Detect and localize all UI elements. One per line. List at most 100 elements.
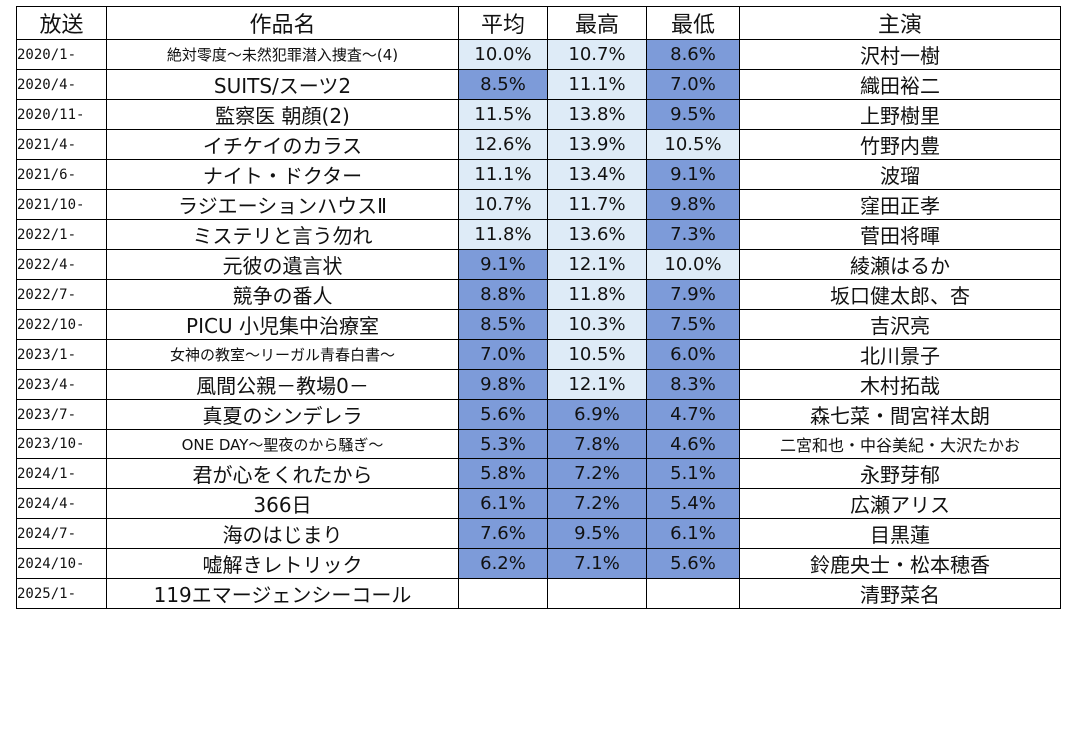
broadcast-date-cell: 2024/4- [16,488,107,519]
lead-actor-cell: 清野菜名 [739,578,1061,609]
min-rating-cell: 4.6% [646,429,740,459]
max-rating-cell: 7.8% [547,429,647,459]
min-rating-cell: 6.0% [646,339,740,370]
average-rating-cell: 10.7% [458,189,548,220]
table-row: 2021/6- ナイト・ドクター 11.1% 13.4% 9.1% 波瑠 [16,159,1061,190]
average-rating-cell [458,578,548,609]
lead-actor-cell: 菅田将暉 [739,219,1061,250]
lead-actor-cell: 窪田正孝 [739,189,1061,220]
lead-actor-cell: 坂口健太郎、杏 [739,279,1061,310]
lead-actor-cell: 波瑠 [739,159,1061,190]
broadcast-date-cell: 2022/7- [16,279,107,310]
table-row: 2020/4- SUITS/スーツ2 8.5% 11.1% 7.0% 織田裕二 [16,69,1061,100]
max-rating-cell: 13.9% [547,129,647,160]
ratings-table: 放送 作品名 平均 最高 最低 主演 2020/1- 絶対零度～未然犯罪潜入捜査～… [16,6,1061,609]
max-rating-cell: 10.3% [547,309,647,340]
title-cell: 真夏のシンデレラ [106,399,459,430]
min-rating-cell: 10.0% [646,249,740,280]
average-rating-cell: 11.1% [458,159,548,190]
title-cell: 119エマージェンシーコール [106,578,459,609]
average-rating-cell: 6.1% [458,488,548,519]
broadcast-date-cell: 2023/4- [16,369,107,400]
broadcast-date-cell: 2020/1- [16,39,107,70]
min-rating-cell: 8.3% [646,369,740,400]
average-rating-cell: 8.8% [458,279,548,310]
broadcast-date-cell: 2024/7- [16,518,107,549]
max-rating-cell: 13.8% [547,99,647,130]
title-cell: 海のはじまり [106,518,459,549]
lead-actor-cell: 吉沢亮 [739,309,1061,340]
lead-actor-cell: 織田裕二 [739,69,1061,100]
min-rating-cell: 5.1% [646,458,740,489]
table-row: 2024/1- 君が心をくれたから 5.8% 7.2% 5.1% 永野芽郁 [16,458,1061,489]
table-row: 2024/7- 海のはじまり 7.6% 9.5% 6.1% 目黒蓮 [16,518,1061,549]
lead-actor-cell: 綾瀬はるか [739,249,1061,280]
broadcast-date-cell: 2023/10- [16,429,107,459]
max-rating-cell: 11.1% [547,69,647,100]
header-broadcast: 放送 [16,6,107,40]
table-row: 2023/1- 女神の教室～リーガル青春白書～ 7.0% 10.5% 6.0% 北川景子 [16,339,1061,370]
max-rating-cell: 7.1% [547,548,647,579]
broadcast-date-cell: 2021/4- [16,129,107,160]
title-cell: 嘘解きレトリック [106,548,459,579]
title-cell: ラジエーションハウスⅡ [106,189,459,220]
broadcast-date-cell: 2021/10- [16,189,107,220]
header-title: 作品名 [106,6,459,40]
table-row: 2020/1- 絶対零度～未然犯罪潜入捜査～(4) 10.0% 10.7% 8.6% 沢村… [16,39,1061,70]
max-rating-cell: 13.6% [547,219,647,250]
lead-actor-cell: 沢村一樹 [739,39,1061,70]
max-rating-cell: 12.1% [547,369,647,400]
min-rating-cell: 7.3% [646,219,740,250]
average-rating-cell: 12.6% [458,129,548,160]
broadcast-date-cell: 2024/10- [16,548,107,579]
table-row: 2023/4- 風間公親－教場0－ 9.8% 12.1% 8.3% 木村拓哉 [16,369,1061,400]
table-row: 2023/7- 真夏のシンデレラ 5.6% 6.9% 4.7% 森七菜・間宮祥太朗 [16,399,1061,430]
title-cell: 君が心をくれたから [106,458,459,489]
table-row: 2020/11- 監察医 朝顔(2) 11.5% 13.8% 9.5% 上野樹里 [16,99,1061,130]
average-rating-cell: 5.8% [458,458,548,489]
max-rating-cell: 12.1% [547,249,647,280]
min-rating-cell: 8.6% [646,39,740,70]
table-body: 2020/1- 絶対零度～未然犯罪潜入捜査～(4) 10.0% 10.7% 8.6% 沢村… [16,39,1061,609]
lead-actor-cell: 上野樹里 [739,99,1061,130]
lead-actor-cell: 北川景子 [739,339,1061,370]
min-rating-cell: 5.6% [646,548,740,579]
max-rating-cell [547,578,647,609]
table-row: 2023/10- ONE DAY～聖夜のから騒ぎ～ 5.3% 7.8% 4.6% 二宮和也… [16,429,1061,459]
lead-actor-cell: 竹野内豊 [739,129,1061,160]
average-rating-cell: 7.0% [458,339,548,370]
title-cell: 監察医 朝顔(2) [106,99,459,130]
broadcast-date-cell: 2023/7- [16,399,107,430]
max-rating-cell: 7.2% [547,488,647,519]
max-rating-cell: 7.2% [547,458,647,489]
lead-actor-cell: 二宮和也・中谷美紀・大沢たかお [739,429,1061,459]
average-rating-cell: 6.2% [458,548,548,579]
broadcast-date-cell: 2025/1- [16,578,107,609]
average-rating-cell: 8.5% [458,69,548,100]
broadcast-date-cell: 2024/1- [16,458,107,489]
broadcast-date-cell: 2022/10- [16,309,107,340]
broadcast-date-cell: 2020/4- [16,69,107,100]
title-cell: ナイト・ドクター [106,159,459,190]
header-row: 放送 作品名 平均 最高 最低 主演 [16,6,1061,40]
broadcast-date-cell: 2020/11- [16,99,107,130]
min-rating-cell [646,578,740,609]
average-rating-cell: 11.5% [458,99,548,130]
title-cell: 女神の教室～リーガル青春白書～ [106,339,459,370]
max-rating-cell: 11.8% [547,279,647,310]
max-rating-cell: 6.9% [547,399,647,430]
table-row: 2022/7- 競争の番人 8.8% 11.8% 7.9% 坂口健太郎、杏 [16,279,1061,310]
max-rating-cell: 10.5% [547,339,647,370]
table-row: 2024/4- 366日 6.1% 7.2% 5.4% 広瀬アリス [16,488,1061,519]
lead-actor-cell: 鈴鹿央士・松本穂香 [739,548,1061,579]
min-rating-cell: 9.8% [646,189,740,220]
min-rating-cell: 9.1% [646,159,740,190]
title-cell: 風間公親－教場0－ [106,369,459,400]
header-lead: 主演 [739,6,1061,40]
min-rating-cell: 6.1% [646,518,740,549]
title-cell: 絶対零度～未然犯罪潜入捜査～(4) [106,39,459,70]
max-rating-cell: 11.7% [547,189,647,220]
header-min: 最低 [646,6,740,40]
average-rating-cell: 8.5% [458,309,548,340]
lead-actor-cell: 永野芽郁 [739,458,1061,489]
